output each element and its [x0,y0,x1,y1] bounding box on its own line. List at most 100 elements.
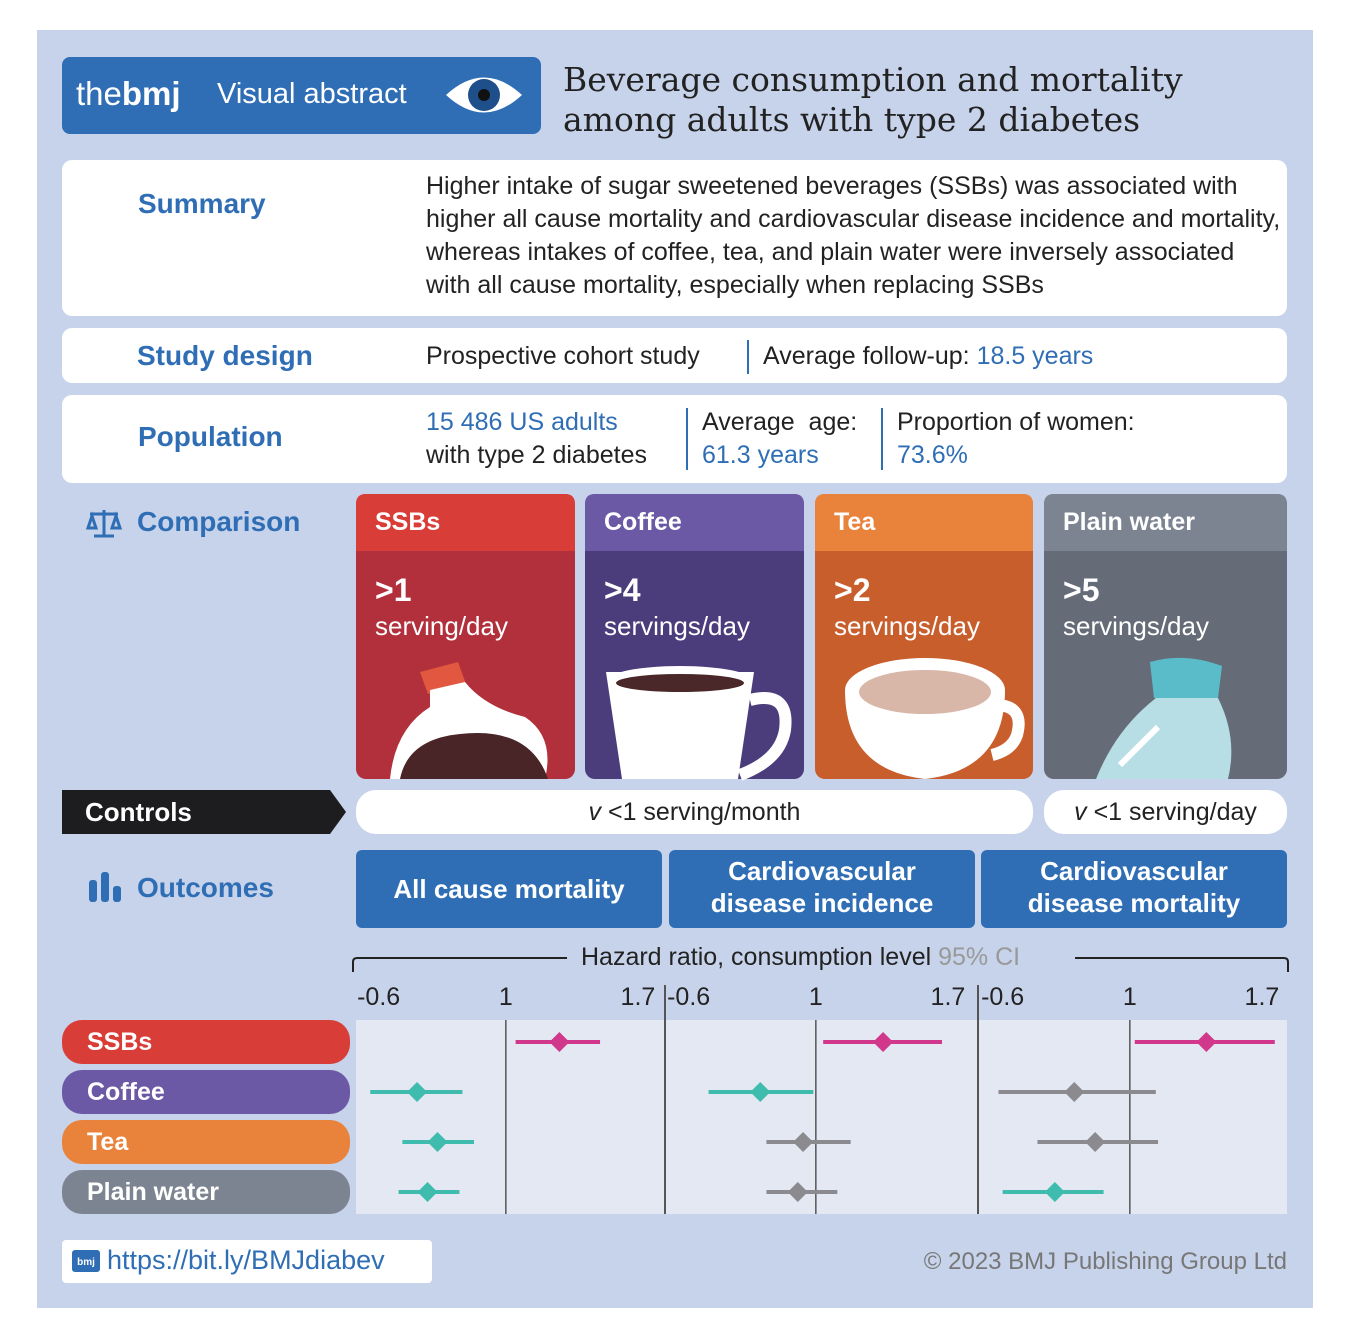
beverage-unit: servings/day [1063,611,1209,641]
card-header [585,494,804,551]
comparison-label: Comparison [137,506,301,537]
beverage-amount: >1 [375,572,412,608]
coffee-cup [606,666,792,781]
estimate-marker [1085,1132,1106,1152]
x-tick-label: 1.7 [621,983,656,1011]
outcome-box [669,850,975,928]
summary-label: Summary [138,188,266,219]
outcomes-label: Outcomes [137,872,274,903]
beverage-name: SSBs [375,508,441,536]
card [1044,494,1287,779]
beverage-name: Plain water [1063,508,1195,536]
women-label: Proportion of women: [897,408,1135,436]
card-body [1044,494,1287,779]
followup-label: Average follow-up: [763,342,970,370]
design-box [62,328,1287,383]
brand: thebmj [76,75,181,113]
row-label: Tea [87,1128,129,1156]
row-label: Plain water [87,1178,219,1206]
beverage-name: Tea [834,508,876,536]
x-tick-label: -0.6 [667,983,710,1011]
followup: Average follow-up: 18.5 years [763,340,1093,373]
controls-arrow [62,790,346,834]
followup-value: 18.5 years [976,342,1094,370]
population-count: 15 486 US adults with type 2 diabetes [426,406,647,472]
control-prefix: v [588,798,602,826]
x-tick-label: 1 [499,983,513,1011]
estimate-marker [793,1132,814,1152]
beverage-name: Coffee [604,508,682,536]
control-text: <1 serving/day [1093,798,1257,826]
x-tick-label: -0.6 [357,983,400,1011]
ci-label: 95% CI [938,943,1021,971]
outcome-label: All cause mortality [393,874,625,904]
row-label-pill [62,1070,350,1114]
axis-bracket [352,957,1289,972]
control-1: v <1 serving/month [356,796,1033,829]
header-label: Visual abstract [217,78,407,110]
card-header [815,494,1033,551]
brand-bmj: bmj [121,75,181,112]
eye-icon [446,77,522,113]
chart-icon [89,872,121,902]
x-tick-label: 1 [809,983,823,1011]
row-label: SSBs [87,1028,153,1056]
beverage-amount: >4 [604,572,641,608]
header-box [62,57,541,134]
card [356,494,575,779]
outcome-box [981,850,1287,928]
control-pill [1044,790,1287,834]
ssb-bottle [390,662,548,779]
x-tick-label: 1.7 [931,983,966,1011]
url[interactable]: https://bit.ly/BMJdiabev [107,1245,385,1275]
bmj-logo: bmj [72,1250,100,1272]
population-age: Average age: 61.3 years [702,406,857,472]
count: 15 486 US adults [426,408,618,436]
estimate-marker [549,1032,570,1052]
x-tick-label: 1.7 [1245,983,1280,1011]
beverage-amount: >2 [834,572,871,608]
outcome-label: Cardiovascular disease mortality [1027,856,1241,918]
tea-cup [845,658,1025,779]
card-header [1044,494,1287,551]
title: Beverage consumption and mortality among… [563,60,1183,139]
population-box [62,395,1287,483]
x-tick-label: 1 [1123,983,1137,1011]
estimate-marker [1196,1032,1217,1052]
outcome-label: Cardiovascular disease incidence [710,856,934,918]
age: 61.3 years [702,441,819,469]
control-text: <1 serving/month [607,798,801,826]
water-bottle [1096,657,1232,779]
beverage-amount: >5 [1063,572,1100,608]
estimate-marker [407,1082,428,1102]
count-note: with type 2 diabetes [426,441,647,469]
scale-icon [85,510,123,538]
x-label: Hazard ratio, consumption level [581,943,932,971]
women: 73.6% [897,441,968,469]
svg-text:bmj: bmj [77,1257,95,1268]
brand-the: the [76,75,122,112]
estimate-marker [427,1132,448,1152]
row-label-pill [62,1020,350,1064]
card-body [356,494,575,779]
age-label: Average age: [702,408,858,436]
copyright: © 2023 BMJ Publishing Group Ltd [923,1248,1287,1275]
divider [881,408,883,470]
beverage-unit: servings/day [604,611,750,641]
estimate-marker [1064,1082,1085,1102]
controls-label: Controls [85,797,192,827]
row-label-pill [62,1120,350,1164]
url-box [62,1240,432,1283]
plot-band [356,1020,1287,1214]
estimate-marker [873,1032,894,1052]
outcome-box [356,850,662,928]
axis-title: Hazard ratio, consumption level 95% CI [573,943,1029,972]
forest-plot: -0.6 1 1.7 -0.6 1 1.7 -0.6 1 1.7 [357,983,1279,1214]
illustrations [390,657,1232,781]
summary-text: Higher intake of sugar sweetened beverag… [426,172,1281,299]
control-2: v <1 serving/day [1044,796,1287,829]
divider [686,408,688,470]
card-header [356,494,575,551]
design-type: Prospective cohort study [426,342,700,370]
